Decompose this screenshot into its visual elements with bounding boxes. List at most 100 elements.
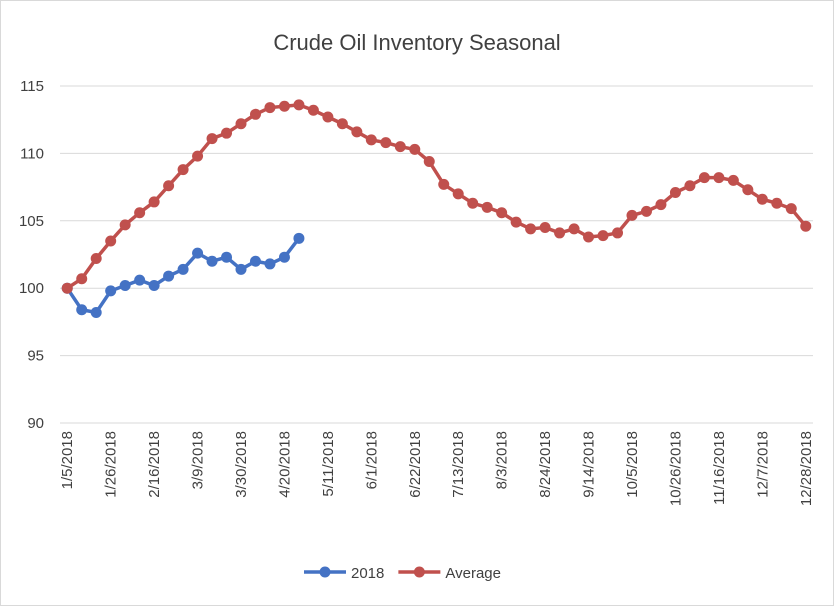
data-point bbox=[76, 273, 88, 285]
data-point bbox=[583, 231, 595, 243]
data-point bbox=[467, 197, 479, 209]
data-point bbox=[452, 188, 464, 200]
series-line bbox=[66, 103, 808, 290]
data-point bbox=[785, 203, 797, 215]
legend-label: 2018 bbox=[351, 565, 384, 582]
data-point bbox=[221, 251, 233, 263]
data-point bbox=[365, 134, 377, 146]
data-point bbox=[163, 270, 175, 282]
data-point bbox=[206, 133, 218, 145]
data-point bbox=[380, 137, 392, 149]
x-tick-label: 3/30/2018 bbox=[233, 431, 250, 498]
x-tick-label: 1/26/2018 bbox=[103, 431, 120, 498]
data-point bbox=[525, 223, 537, 235]
x-tick-label: 5/11/2018 bbox=[320, 431, 337, 497]
data-point bbox=[293, 232, 305, 244]
legend-label: Average bbox=[445, 565, 501, 582]
data-point bbox=[800, 220, 812, 232]
data-point bbox=[336, 118, 348, 130]
data-point bbox=[684, 180, 696, 192]
x-tick-label: 10/5/2018 bbox=[624, 431, 641, 498]
data-point bbox=[163, 180, 175, 192]
data-point bbox=[307, 104, 319, 116]
data-point bbox=[481, 201, 493, 213]
data-point bbox=[192, 150, 204, 162]
data-point bbox=[771, 197, 783, 209]
x-tick-label: 12/28/2018 bbox=[798, 431, 815, 506]
data-point bbox=[727, 174, 739, 186]
data-point bbox=[90, 306, 102, 318]
x-tick-label: 9/14/2018 bbox=[581, 431, 598, 498]
y-tick-label: 110 bbox=[20, 145, 44, 162]
data-point bbox=[264, 102, 276, 114]
data-point bbox=[249, 108, 261, 120]
x-tick-label: 4/20/2018 bbox=[276, 431, 293, 498]
data-point bbox=[221, 127, 233, 139]
x-tick-label: 6/22/2018 bbox=[407, 431, 424, 498]
y-tick-label: 95 bbox=[27, 348, 44, 365]
data-point bbox=[351, 126, 363, 138]
data-point bbox=[105, 235, 117, 247]
data-point bbox=[278, 100, 290, 112]
x-tick-label: 11/16/2018 bbox=[711, 431, 728, 505]
data-point bbox=[423, 155, 435, 167]
data-point bbox=[206, 255, 218, 267]
x-tick-label: 6/1/2018 bbox=[363, 431, 380, 489]
data-point bbox=[192, 247, 204, 259]
data-point bbox=[626, 209, 638, 221]
data-point bbox=[568, 223, 580, 235]
data-point bbox=[669, 186, 681, 198]
data-point bbox=[235, 263, 247, 275]
data-point bbox=[409, 143, 421, 155]
data-point bbox=[134, 207, 146, 219]
data-point bbox=[698, 172, 710, 184]
data-point bbox=[177, 164, 189, 176]
data-point bbox=[655, 199, 667, 211]
data-point bbox=[438, 178, 450, 190]
legend-marker bbox=[319, 566, 331, 578]
data-point bbox=[293, 99, 305, 111]
x-tick-label: 3/9/2018 bbox=[190, 431, 207, 489]
data-point bbox=[134, 274, 146, 286]
data-point bbox=[90, 253, 102, 265]
y-tick-label: 105 bbox=[19, 213, 44, 230]
data-point bbox=[322, 111, 334, 123]
data-point bbox=[742, 184, 754, 196]
data-point bbox=[264, 258, 276, 270]
x-tick-label: 7/13/2018 bbox=[450, 431, 467, 498]
x-tick-label: 2/16/2018 bbox=[146, 431, 163, 498]
x-tick-label: 8/3/2018 bbox=[494, 431, 511, 489]
legend-marker bbox=[413, 566, 425, 578]
data-point bbox=[119, 219, 131, 231]
x-tick-label: 12/7/2018 bbox=[754, 431, 771, 498]
chart-title: Crude Oil Inventory Seasonal bbox=[273, 30, 560, 55]
data-point bbox=[119, 280, 131, 292]
y-tick-label: 100 bbox=[19, 280, 44, 297]
x-tick-label: 8/24/2018 bbox=[537, 431, 554, 498]
data-point bbox=[148, 280, 160, 292]
data-point bbox=[76, 304, 88, 316]
y-tick-label: 115 bbox=[20, 78, 44, 95]
data-point bbox=[539, 222, 551, 234]
data-point bbox=[496, 207, 508, 219]
data-point bbox=[105, 285, 117, 297]
x-tick-label: 1/5/2018 bbox=[59, 431, 76, 489]
data-point bbox=[756, 193, 768, 205]
data-point bbox=[148, 196, 160, 208]
y-tick-label: 90 bbox=[27, 415, 44, 432]
data-point bbox=[177, 263, 189, 275]
data-point bbox=[597, 230, 609, 242]
data-point bbox=[61, 282, 73, 294]
data-point bbox=[278, 251, 290, 263]
data-point bbox=[510, 216, 522, 228]
data-point bbox=[235, 118, 247, 130]
data-point bbox=[249, 255, 261, 267]
x-tick-label: 10/26/2018 bbox=[667, 431, 684, 506]
data-point bbox=[554, 227, 566, 239]
data-point bbox=[713, 172, 725, 184]
data-point bbox=[640, 205, 652, 217]
data-point bbox=[612, 227, 624, 239]
data-point bbox=[394, 141, 406, 153]
